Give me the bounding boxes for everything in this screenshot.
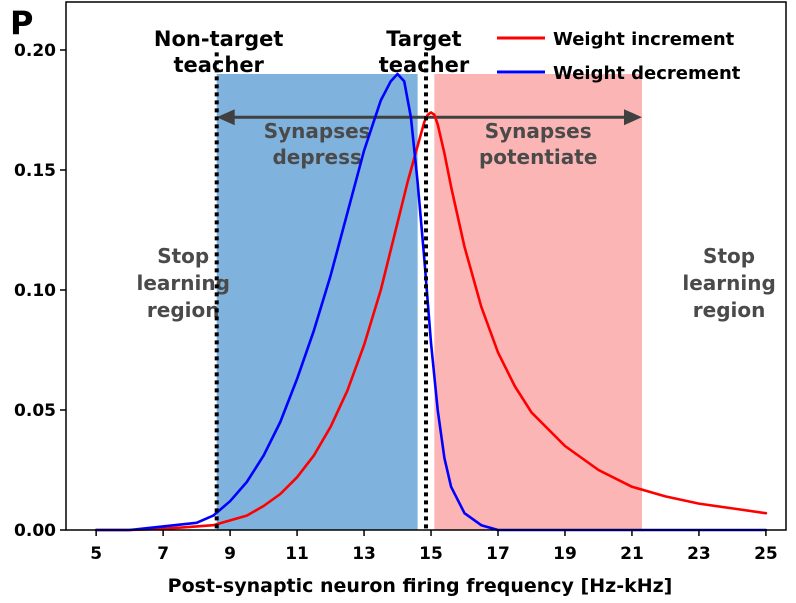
x-tick-label: 7 bbox=[157, 544, 169, 564]
y-tick-label: 0.15 bbox=[14, 161, 56, 181]
x-tick-label: 9 bbox=[224, 544, 236, 564]
y-tick-label: 0.05 bbox=[14, 401, 56, 421]
stop-learning-left-label-line: region bbox=[147, 298, 220, 322]
x-tick-label: 17 bbox=[486, 544, 510, 564]
stop-learning-left-label-line: learning bbox=[136, 271, 229, 295]
stop-learning-right-label-line: learning bbox=[682, 271, 775, 295]
synapses-depress-label-line: Synapses bbox=[264, 119, 371, 143]
synapses-depress-label: Synapses depress bbox=[264, 119, 371, 169]
plot-frame bbox=[65, 1, 787, 531]
non-target-teacher-label-line: Non-target bbox=[154, 27, 284, 51]
x-tick-label: 23 bbox=[687, 544, 711, 564]
stop-learning-right-label-line: region bbox=[693, 298, 766, 322]
x-tick-label: 11 bbox=[285, 544, 309, 564]
x-tick-label: 21 bbox=[620, 544, 644, 564]
series-lines bbox=[94, 72, 768, 532]
legend: Weight increment Weight decrement bbox=[497, 29, 741, 84]
depress-region bbox=[216, 74, 418, 530]
y-tick-label: 0.20 bbox=[14, 41, 56, 61]
stop-learning-left-label: Stop learning region bbox=[136, 244, 229, 322]
panel-letter: P bbox=[10, 4, 33, 42]
x-tick-label: 15 bbox=[419, 544, 443, 564]
x-tick-label: 5 bbox=[90, 544, 102, 564]
synapses-potentiate-label: Synapses potentiate bbox=[479, 119, 597, 169]
shaded-regions bbox=[216, 74, 642, 530]
weight-increment-line bbox=[94, 111, 768, 532]
non-target-teacher-label-line: teacher bbox=[173, 53, 264, 77]
stop-learning-right-label-line: Stop bbox=[703, 244, 755, 268]
synapses-potentiate-label-line: potentiate bbox=[479, 145, 597, 169]
target-teacher-label-line: teacher bbox=[379, 53, 470, 77]
target-teacher-label-line: Target bbox=[386, 27, 461, 51]
x-tick-label: 25 bbox=[754, 544, 778, 564]
x-axis-title: Post-synaptic neuron firing frequency [H… bbox=[168, 575, 673, 597]
y-tick-label: 0.10 bbox=[14, 281, 56, 301]
arrow-head-left bbox=[216, 109, 235, 126]
non-target-teacher-label: Non-target teacher bbox=[154, 27, 284, 77]
legend-increment-label: Weight increment bbox=[553, 29, 735, 50]
stop-learning-right-label: Stop learning region bbox=[682, 244, 775, 322]
synapses-depress-label-line: depress bbox=[272, 145, 361, 169]
target-teacher-label: Target teacher bbox=[379, 27, 470, 77]
synapses-potentiate-label-line: Synapses bbox=[485, 119, 592, 143]
stop-learning-left-label-line: Stop bbox=[157, 244, 209, 268]
weight-decrement-line bbox=[94, 72, 768, 532]
axes: 5 7 9 11 13 15 17 19 21 23 25 0.00 0.05 0.10 0.15 0.20 P… bbox=[14, 1, 787, 597]
y-tick-label: 0.00 bbox=[14, 521, 56, 541]
arrow-head-right bbox=[624, 109, 642, 126]
x-tick-label: 19 bbox=[553, 544, 577, 564]
potentiate-region bbox=[434, 74, 642, 530]
x-tick-label: 13 bbox=[352, 544, 376, 564]
legend-decrement-label: Weight decrement bbox=[553, 63, 741, 84]
stop-learning-labels: Stop learning region Stop learning region bbox=[136, 244, 775, 322]
double-arrow bbox=[216, 109, 642, 126]
